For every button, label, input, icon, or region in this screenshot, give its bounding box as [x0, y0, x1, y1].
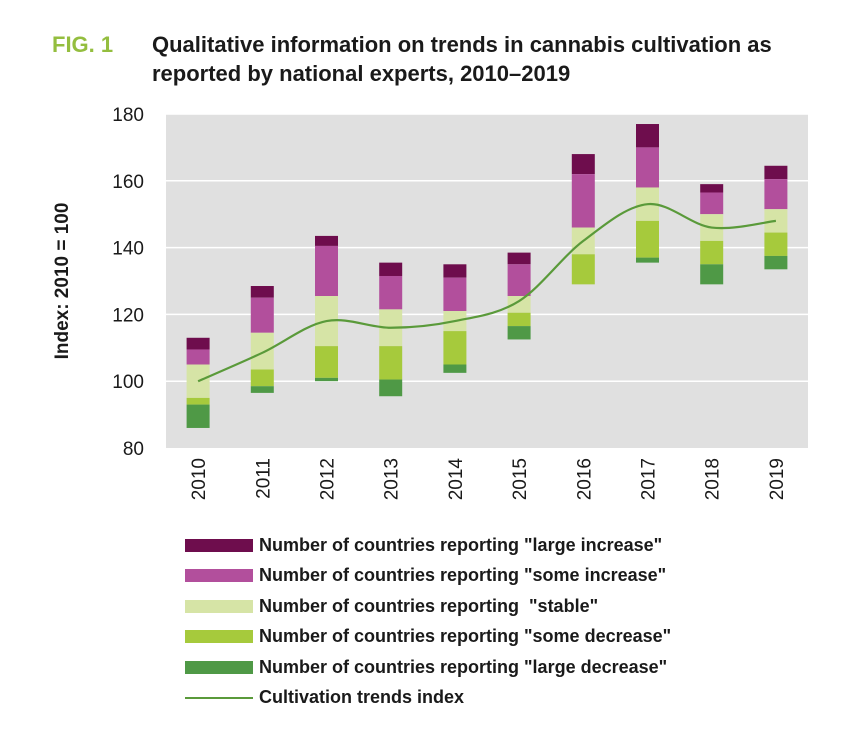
figure-label: FIG. 1	[52, 32, 114, 57]
y-axis: 80 100 120 140 160 180	[112, 105, 144, 460]
bar-large-increase	[571, 154, 595, 175]
y-tick-label: 180	[112, 105, 144, 126]
legend-label: Number of countries reporting "stable"	[259, 595, 599, 616]
x-tick-label: 2011	[253, 458, 274, 499]
bar-large-increase	[700, 184, 724, 193]
bar-large-decrease	[636, 257, 659, 263]
y-tick-label: 120	[112, 305, 144, 326]
bar-large-decrease	[186, 404, 210, 428]
bar-large-increase	[764, 165, 788, 180]
legend-label: Number of countries reporting "some incr…	[259, 565, 667, 586]
legend-swatch	[185, 660, 253, 674]
y-tick-label: 100	[112, 372, 144, 393]
bar-some-increase	[571, 174, 595, 228]
bar-some-increase	[250, 297, 274, 333]
legend-item: Number of countries reporting "some incr…	[185, 561, 671, 592]
bar-large-increase	[315, 235, 338, 246]
bar-large-increase	[250, 286, 274, 298]
x-tick-label: 2012	[318, 458, 339, 500]
bar-some-decrease	[700, 240, 724, 265]
bar-some-decrease	[764, 232, 788, 256]
bar-some-decrease	[636, 220, 659, 258]
x-tick-label: 2015	[510, 458, 531, 500]
bar-some-decrease	[443, 331, 467, 365]
bar-large-decrease	[507, 326, 531, 340]
legend: Number of countries reporting "large inc…	[185, 530, 671, 713]
bar-large-decrease	[315, 377, 338, 382]
y-tick-label: 80	[123, 439, 144, 460]
bar-some-increase	[700, 192, 724, 215]
x-tick-label: 2019	[767, 458, 788, 500]
x-tick-label: 2013	[382, 458, 403, 500]
legend-swatch	[185, 538, 253, 552]
bar-some-increase	[379, 275, 403, 310]
bar-stable	[250, 332, 274, 370]
bar-some-increase	[186, 349, 210, 365]
figure-title: Qualitative information on trends in can…	[152, 32, 772, 86]
bar-large-decrease	[764, 255, 788, 270]
bar-some-increase	[315, 245, 338, 297]
legend-swatch	[185, 569, 253, 583]
x-tick-label: 2018	[703, 458, 724, 500]
x-tick-label: 2010	[189, 458, 210, 500]
x-axis: 2010 2011 2012 2013 2014 2015 2016 2017 2018 2019	[189, 458, 788, 501]
y-tick-label: 140	[112, 239, 144, 260]
bar-some-decrease	[507, 312, 531, 327]
bar-large-increase	[636, 124, 659, 148]
bar-large-decrease	[700, 264, 724, 285]
bar-large-increase	[507, 252, 531, 265]
bar-large-increase	[186, 337, 210, 350]
bar-some-increase	[636, 147, 659, 188]
x-tick-label: 2014	[446, 458, 467, 501]
bar-some-decrease	[379, 346, 403, 380]
bar-large-decrease	[379, 379, 403, 397]
legend-swatch	[185, 696, 253, 699]
legend-label: Cultivation trends index	[259, 687, 465, 708]
legend-item: Number of countries reporting "stable"	[185, 591, 671, 622]
y-axis-label: Index: 2010 = 100	[52, 203, 73, 360]
bar-large-decrease	[443, 364, 467, 373]
legend-item: Number of countries reporting "some decr…	[185, 622, 671, 653]
bar-some-decrease	[571, 254, 595, 285]
bar-some-decrease	[315, 346, 338, 378]
bar-large-increase	[379, 262, 403, 276]
bar-some-increase	[507, 264, 531, 297]
trend-line	[197, 203, 777, 383]
bar-stable	[507, 296, 531, 313]
legend-item: Number of countries reporting "large dec…	[185, 652, 671, 683]
legend-label: Number of countries reporting "some decr…	[259, 626, 672, 647]
bar-some-decrease	[186, 397, 210, 405]
bar-large-increase	[443, 264, 467, 278]
plot-area	[166, 113, 808, 448]
legend-label: Number of countries reporting "large dec…	[259, 656, 668, 677]
legend-swatch	[185, 630, 253, 644]
x-tick-label: 2017	[639, 458, 660, 500]
legend-item: Number of countries reporting "large inc…	[185, 530, 671, 561]
bar-some-increase	[764, 179, 788, 210]
legend-swatch	[185, 599, 253, 613]
bar-some-increase	[443, 277, 467, 312]
bar-some-decrease	[250, 369, 274, 387]
y-tick-label: 160	[112, 172, 144, 193]
x-tick-label: 2016	[574, 458, 595, 500]
legend-label: Number of countries reporting "large inc…	[259, 534, 663, 555]
bar-large-decrease	[250, 386, 274, 393]
legend-item: Cultivation trends index	[185, 683, 671, 714]
